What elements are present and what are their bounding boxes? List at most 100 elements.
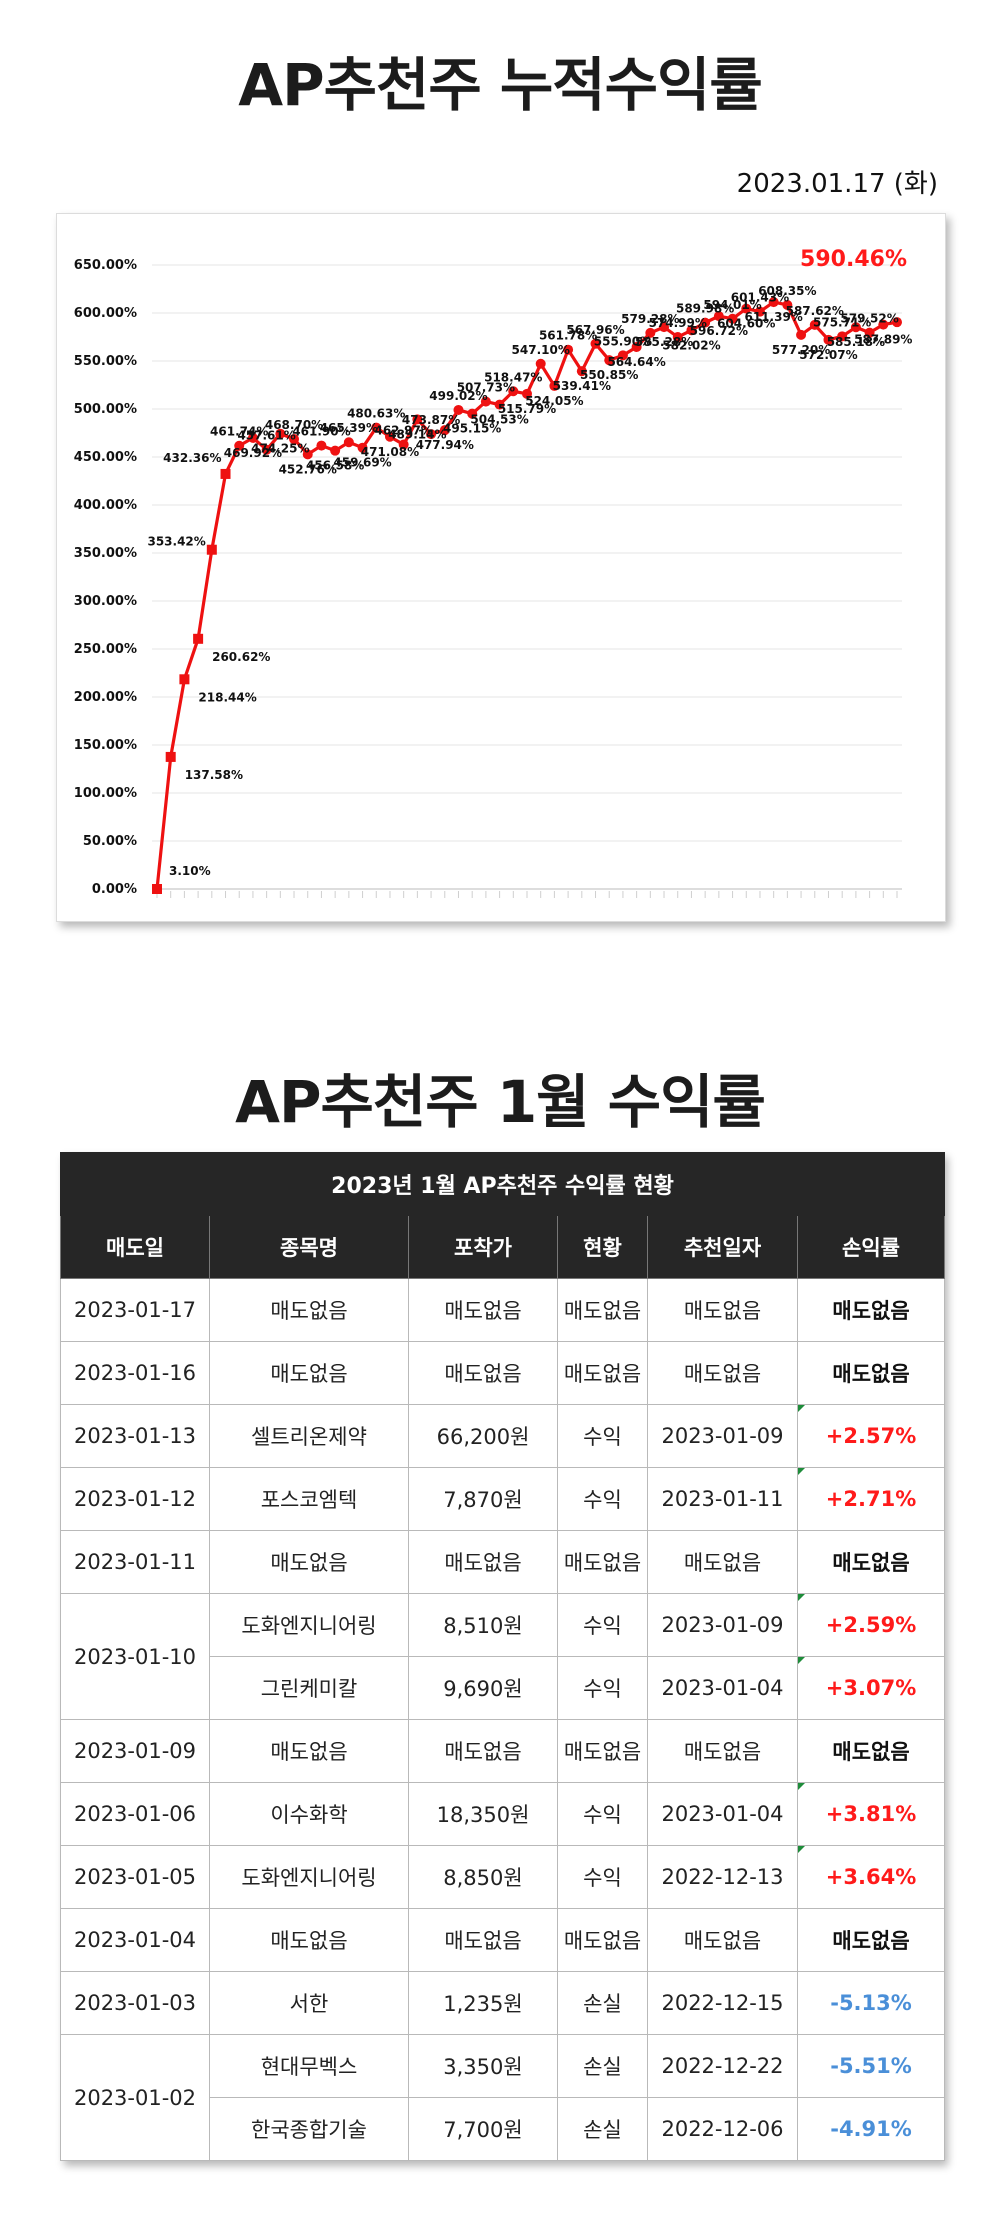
data-label: 608.35% <box>758 284 816 298</box>
capture-price-cell: 7,700원 <box>408 2097 558 2161</box>
data-label: 515.79% <box>498 402 556 416</box>
data-point <box>549 380 560 391</box>
status-cell: 매도없음 <box>557 1278 648 1342</box>
data-point <box>261 444 272 455</box>
data-point <box>576 366 587 377</box>
return-rate-cell: +2.71% <box>796 1467 946 1531</box>
y-tick-label: 550.00% <box>74 354 137 369</box>
data-label: 572.07% <box>799 348 857 362</box>
table-row: 2023-01-11 매도없음 매도없음 매도없음 매도없음 매도없음 <box>60 1530 946 1594</box>
data-point <box>234 440 245 451</box>
status-cell: 수익 <box>557 1467 648 1531</box>
data-label: 587.89% <box>854 333 912 347</box>
return-rate-cell: 매도없음 <box>796 1530 946 1594</box>
data-point <box>152 884 162 894</box>
recommend-date-cell: 매도없음 <box>647 1341 798 1405</box>
y-tick-label: 250.00% <box>74 642 137 657</box>
stock-name-cell: 매도없음 <box>209 1908 409 1972</box>
monthly-return-table-wrap: 2023년 1월 AP추천주 수익률 현황 매도일 종목명 포착가 현황 추천일… <box>59 1152 946 2161</box>
return-rate-cell: +2.57% <box>796 1404 946 1468</box>
sell-date-cell: 2023-01-09 <box>60 1719 210 1783</box>
y-tick-label: 100.00% <box>74 786 137 801</box>
stock-name-cell: 매도없음 <box>209 1530 409 1594</box>
page-title: AP추천주 누적수익률 <box>238 51 762 119</box>
y-tick-label: 0.00% <box>92 882 137 897</box>
column-header: 추천일자 <box>647 1215 798 1279</box>
data-label: 218.44% <box>198 690 256 704</box>
gridlines <box>152 264 902 890</box>
data-label: 561.78% <box>539 329 597 343</box>
section-title: AP추천주 1월 수익률 <box>235 1068 766 1136</box>
table-caption: 2023년 1월 AP추천주 수익률 현황 <box>59 1152 946 1216</box>
data-point <box>837 331 848 342</box>
stock-name-cell: 서한 <box>209 1971 409 2035</box>
recommend-date-cell: 매도없음 <box>647 1719 798 1783</box>
capture-price-cell: 7,870원 <box>408 1467 558 1531</box>
data-point <box>330 445 341 456</box>
stock-name-cell: 한국종합기술 <box>209 2097 409 2161</box>
data-point <box>645 327 656 338</box>
data-point <box>782 299 793 310</box>
column-header: 종목명 <box>209 1215 409 1279</box>
recommend-date-cell: 2023-01-11 <box>647 1467 798 1531</box>
data-point <box>741 303 752 314</box>
table-row: 그린케미칼 9,690원 수익 2023-01-04 +3.07% <box>61 1656 946 1720</box>
y-tick-label: 400.00% <box>74 498 137 513</box>
table-row: 2023-01-05 도화엔지니어링 8,850원 수익 2022-12-13 +3.64… <box>60 1845 946 1909</box>
status-cell: 수익 <box>557 1656 648 1720</box>
data-label: 611.39% <box>744 310 802 324</box>
data-label: 579.52% <box>840 312 898 326</box>
data-label: 499.02% <box>429 389 487 403</box>
status-cell: 손실 <box>557 2097 648 2161</box>
data-point <box>179 674 190 685</box>
return-rate-cell: +3.64% <box>796 1845 946 1909</box>
recommend-date-cell: 매도없음 <box>647 1278 798 1342</box>
data-label: 459.69% <box>333 456 391 470</box>
data-point <box>768 297 779 308</box>
recommend-date-cell: 매도없음 <box>647 1908 798 1972</box>
recommend-date-cell: 2022-12-15 <box>647 1971 798 2035</box>
recommend-date-cell: 2023-01-09 <box>647 1404 798 1468</box>
data-point <box>371 422 382 433</box>
table-row: 2023-01-13 셀트리온제약 66,200원 수익 2023-01-09 +2.57… <box>60 1404 946 1468</box>
capture-price-cell: 매도없음 <box>408 1341 558 1405</box>
data-label: 574.99% <box>649 316 707 330</box>
data-label: 582.02% <box>662 338 720 352</box>
sell-date-cell: 2023-01-03 <box>60 1971 210 2035</box>
y-tick-label: 350.00% <box>74 546 137 561</box>
data-point <box>604 355 615 366</box>
data-point <box>220 468 231 479</box>
column-header: 손익률 <box>796 1215 946 1279</box>
recommend-date-cell: 2023-01-09 <box>647 1593 798 1657</box>
data-label: 585.18% <box>827 335 885 349</box>
data-label: 518.47% <box>484 370 542 384</box>
recommend-date-cell: 2022-12-06 <box>647 2097 798 2161</box>
data-point <box>494 399 505 410</box>
data-point <box>467 408 478 419</box>
capture-price-cell: 1,235원 <box>408 1971 558 2035</box>
data-label: 461.74% <box>210 425 268 439</box>
return-rate-cell: 매도없음 <box>796 1278 946 1342</box>
return-rate-cell: +2.59% <box>796 1593 946 1657</box>
capture-price-cell: 매도없음 <box>408 1908 558 1972</box>
data-point <box>850 322 861 333</box>
capture-price-cell: 66,200원 <box>408 1404 558 1468</box>
data-point <box>453 404 464 415</box>
data-label: 137.58% <box>185 768 243 782</box>
recommend-date-cell: 2022-12-22 <box>647 2034 798 2098</box>
data-point <box>289 434 300 445</box>
data-point <box>426 429 437 440</box>
status-cell: 수익 <box>557 1593 648 1657</box>
y-tick-label: 450.00% <box>74 450 137 465</box>
table-row: 2023-01-04 매도없음 매도없음 매도없음 매도없음 매도없음 <box>60 1908 946 1972</box>
data-label: 550.85% <box>580 368 638 382</box>
data-label: 507.73% <box>457 381 515 395</box>
y-tick-label: 300.00% <box>74 594 137 609</box>
latest-return-label: 590.46% <box>800 247 907 272</box>
chart-canvas: 0.00% 50.00% 100.00% 150.00% 200.00% 250.00% 3… <box>74 247 912 898</box>
sell-date-cell: 2023-01-05 <box>60 1845 210 1909</box>
return-rate-cell: 매도없음 <box>796 1908 946 1972</box>
data-label: 462.97% <box>374 424 432 438</box>
data-point <box>617 350 628 361</box>
return-rate-cell: -4.91% <box>796 2097 946 2161</box>
